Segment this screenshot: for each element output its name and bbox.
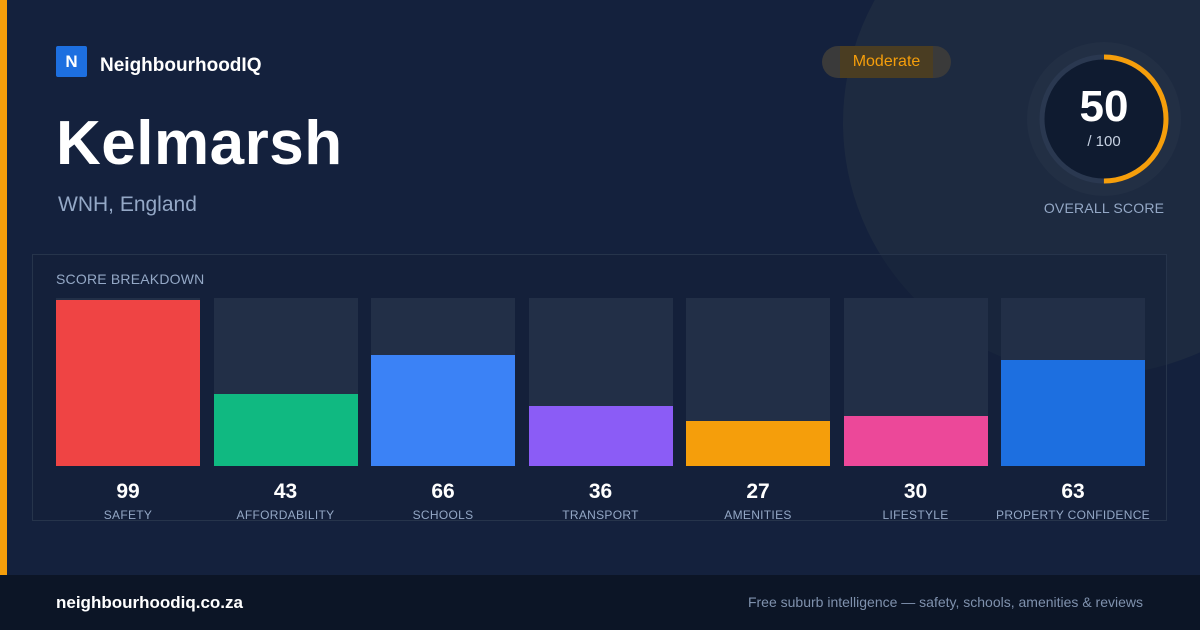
bar-category-label: LIFESTYLE xyxy=(882,508,949,522)
bar-category-label: TRANSPORT xyxy=(562,508,639,522)
bar-column: 43 AFFORDABILITY xyxy=(213,298,358,522)
bar xyxy=(686,420,830,466)
location-subtitle: WNH, England xyxy=(58,193,197,216)
score-ring-arc xyxy=(1039,54,1169,184)
footer: neighbourhoodiq.co.za Free suburb intell… xyxy=(0,575,1200,630)
bar xyxy=(213,393,358,466)
bar-track xyxy=(843,298,988,466)
bar-track xyxy=(213,298,358,466)
bar-value-label: 27 xyxy=(746,480,770,503)
bar-track xyxy=(1001,298,1145,466)
brand-logo-icon: N xyxy=(56,46,87,77)
bar-value-label: 63 xyxy=(1061,480,1085,503)
bar-value-label: 43 xyxy=(273,480,298,503)
rating-badge-label: Moderate xyxy=(852,53,921,70)
bar-value-label: 30 xyxy=(903,480,928,503)
share-card: N NeighbourhoodIQ Kelmarsh WNH, England … xyxy=(0,0,1181,575)
overall-score-value: 50 xyxy=(1079,82,1129,131)
bar-track xyxy=(686,298,830,466)
bar-column: 27 AMENITIES xyxy=(686,298,830,522)
bar xyxy=(528,405,673,466)
overall-score-label: OVERALL SCORE xyxy=(1043,200,1165,216)
bar xyxy=(843,415,988,466)
bar-category-label: PROPERTY CONFIDENCE xyxy=(996,508,1150,522)
bar-column: 99 SAFETY xyxy=(56,298,200,522)
bar-category-label: SCHOOLS xyxy=(412,508,474,522)
bar-column: 36 TRANSPORT xyxy=(528,298,673,522)
bar-column: 66 SCHOOLS xyxy=(371,298,515,522)
bar-column: 63 PROPERTY CONFIDENCE xyxy=(996,298,1150,522)
bar xyxy=(1001,360,1145,466)
bar-track xyxy=(528,298,673,466)
accent-bar xyxy=(0,0,7,575)
bar-value-label: 36 xyxy=(588,480,613,503)
brand-name: NeighbourhoodIQ xyxy=(100,55,262,76)
score-ring-graphic xyxy=(1039,54,1169,184)
bar xyxy=(56,299,200,466)
footer-domain: neighbourhoodiq.co.za xyxy=(56,593,243,612)
bar-track xyxy=(56,298,200,466)
overall-score-ring: 50 / 100 xyxy=(1027,42,1181,196)
bar xyxy=(371,355,515,466)
bar-value-label: 66 xyxy=(431,480,455,503)
bar-category-label: SAFETY xyxy=(103,508,153,522)
bar-category-label: AFFORDABILITY xyxy=(236,508,335,522)
overall-score-max: / 100 xyxy=(1087,133,1121,150)
brand: N NeighbourhoodIQ xyxy=(56,46,261,77)
rating-badge: Moderate xyxy=(822,46,951,78)
bar-track xyxy=(371,298,515,466)
bar-column: 30 LIFESTYLE xyxy=(843,298,988,522)
footer-tagline: Free suburb intelligence — safety, schoo… xyxy=(747,594,1143,610)
score-breakdown-title: SCORE BREAKDOWN xyxy=(56,271,205,287)
page-title: Kelmarsh xyxy=(56,109,343,178)
bar-category-label: AMENITIES xyxy=(724,508,792,522)
bar-value-label: 99 xyxy=(116,480,140,503)
